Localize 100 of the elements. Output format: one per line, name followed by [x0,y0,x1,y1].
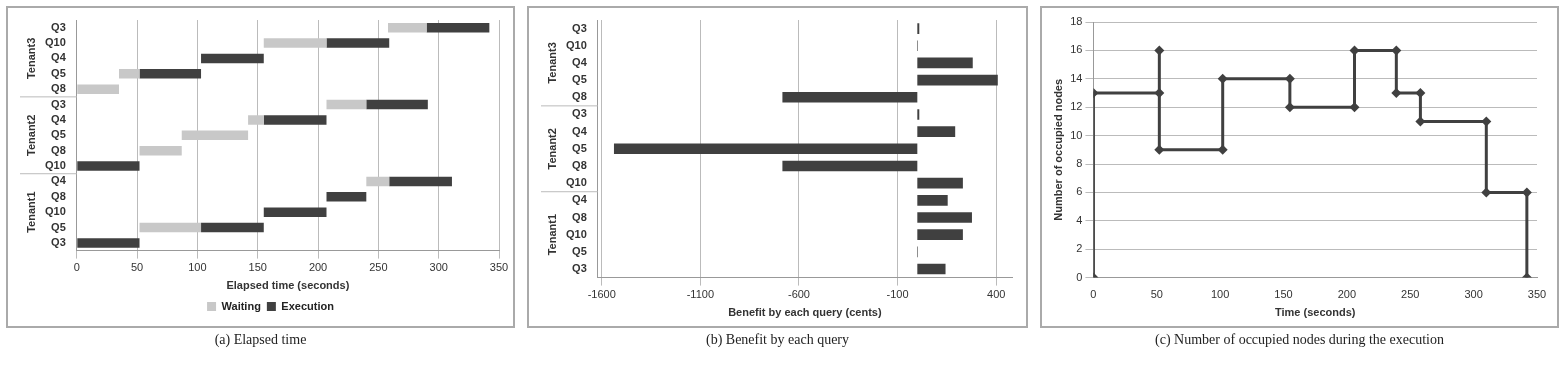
x-tick-label: -600 [787,288,810,301]
point [1217,73,1228,84]
bar [426,22,490,33]
x-tick-label: 300 [429,261,448,274]
x-tick-label: 50 [1150,288,1163,301]
y-tick-label: Q3 [51,20,66,33]
x-tick-label: 100 [1210,288,1230,301]
bar [263,207,327,217]
bar [917,177,963,189]
y-tick-label: Q3 [572,21,587,34]
bar [388,22,427,33]
bar [389,176,452,187]
text: Tenant2 [25,114,38,156]
bar [77,238,140,248]
bar [139,69,202,79]
text: Tenant2 [546,128,559,170]
y-tick-label: Q10 [44,36,66,49]
bar [201,222,264,233]
x-tick-label: 250 [369,261,388,274]
text: (b) Benefit by each query [705,332,850,348]
x-tick-label: 0 [1090,288,1097,301]
x-tick-label: 350 [489,261,509,274]
bar [119,69,140,79]
point [1154,88,1165,98]
x-tick-label: 350 [1527,288,1547,301]
y-tick-label: Q8 [572,90,587,103]
bar [613,143,918,155]
bar [917,263,946,275]
text: Tenant3 [25,37,38,80]
bar [139,145,182,156]
text: Tenant1 [546,213,559,256]
y-tick-label: 6 [1076,185,1083,198]
bar [139,222,202,233]
x-tick-label: 250 [1401,288,1420,301]
y-tick-label: Q10 [44,159,66,172]
bar [917,212,972,223]
text: Tenant1 [25,191,38,233]
y-tick-label: Q5 [51,220,66,233]
bar [326,99,367,110]
x-tick-label: 50 [130,261,144,274]
x-tick-label: -1100 [686,288,715,301]
y-tick-label: 14 [1070,71,1083,84]
point [1284,102,1295,113]
y-tick-label: Q8 [572,210,587,223]
bar [917,57,973,69]
x-tick-label: 300 [1464,288,1483,301]
x-axis-title: Elapsed time (seconds) [226,279,350,292]
y-tick-label: 10 [1070,128,1083,141]
y-tick-label: 8 [1076,157,1083,170]
bar [917,74,998,86]
bar [248,115,264,125]
bar [263,38,327,48]
x-tick-label: 150 [248,261,267,274]
bar [782,91,918,103]
y-tick-label: Q5 [51,66,66,79]
y-tick-label: Q8 [572,159,587,171]
y-tick-label: Q5 [572,73,587,86]
bar [782,160,918,172]
bar [366,176,390,187]
y-tick-label: 0 [1076,270,1083,283]
x-tick-label: 200 [1337,288,1357,301]
point [1415,88,1426,98]
y-tick-label: Q5 [572,244,587,257]
y-tick-label: Q10 [565,176,587,189]
x-tick-label: 150 [1274,288,1293,301]
x-tick-label: 100 [188,261,207,274]
legend-label: Execution [281,299,335,312]
y-tick-label: 12 [1070,100,1083,113]
bar [77,84,120,94]
x-axis-title: Benefit by each query (cents) [728,306,882,319]
y-tick-label: Q3 [572,262,587,275]
bar [917,195,948,206]
y-tick-label: 16 [1070,43,1083,56]
y-tick-label: Q3 [51,235,66,248]
y-tick-label: Q10 [44,205,66,218]
y-tick-label: Q8 [51,189,66,202]
y-tick-label: Q8 [51,143,66,156]
x-tick-label: 400 [987,288,1006,301]
y-tick-label: 2 [1076,242,1083,255]
x-tick-label: 200 [308,261,328,274]
y-tick-label: Q4 [51,112,67,125]
y-tick-label: Q4 [51,174,67,187]
bar [326,38,390,48]
y-tick-label: 18 [1070,15,1083,28]
bar [263,115,327,125]
bar [917,126,956,137]
y-tick-label: Q5 [572,141,587,154]
y-tick-label: Q4 [572,193,588,206]
y-tick-label: Q3 [51,97,66,110]
y-axis-title: Number of occupied nodes [1051,78,1064,221]
y-tick-label: Q4 [51,51,67,64]
bar [326,192,367,202]
text: (c) Number of occupied nodes during the execution [1155,332,1444,348]
y-tick-label: Q4 [572,124,588,137]
legend-label: Waiting [221,299,261,312]
bar [366,99,428,110]
y-tick-label: Q5 [51,128,66,141]
x-tick-label: -1600 [587,288,616,301]
text: Tenant3 [546,42,559,84]
y-tick-label: Q3 [572,107,587,120]
